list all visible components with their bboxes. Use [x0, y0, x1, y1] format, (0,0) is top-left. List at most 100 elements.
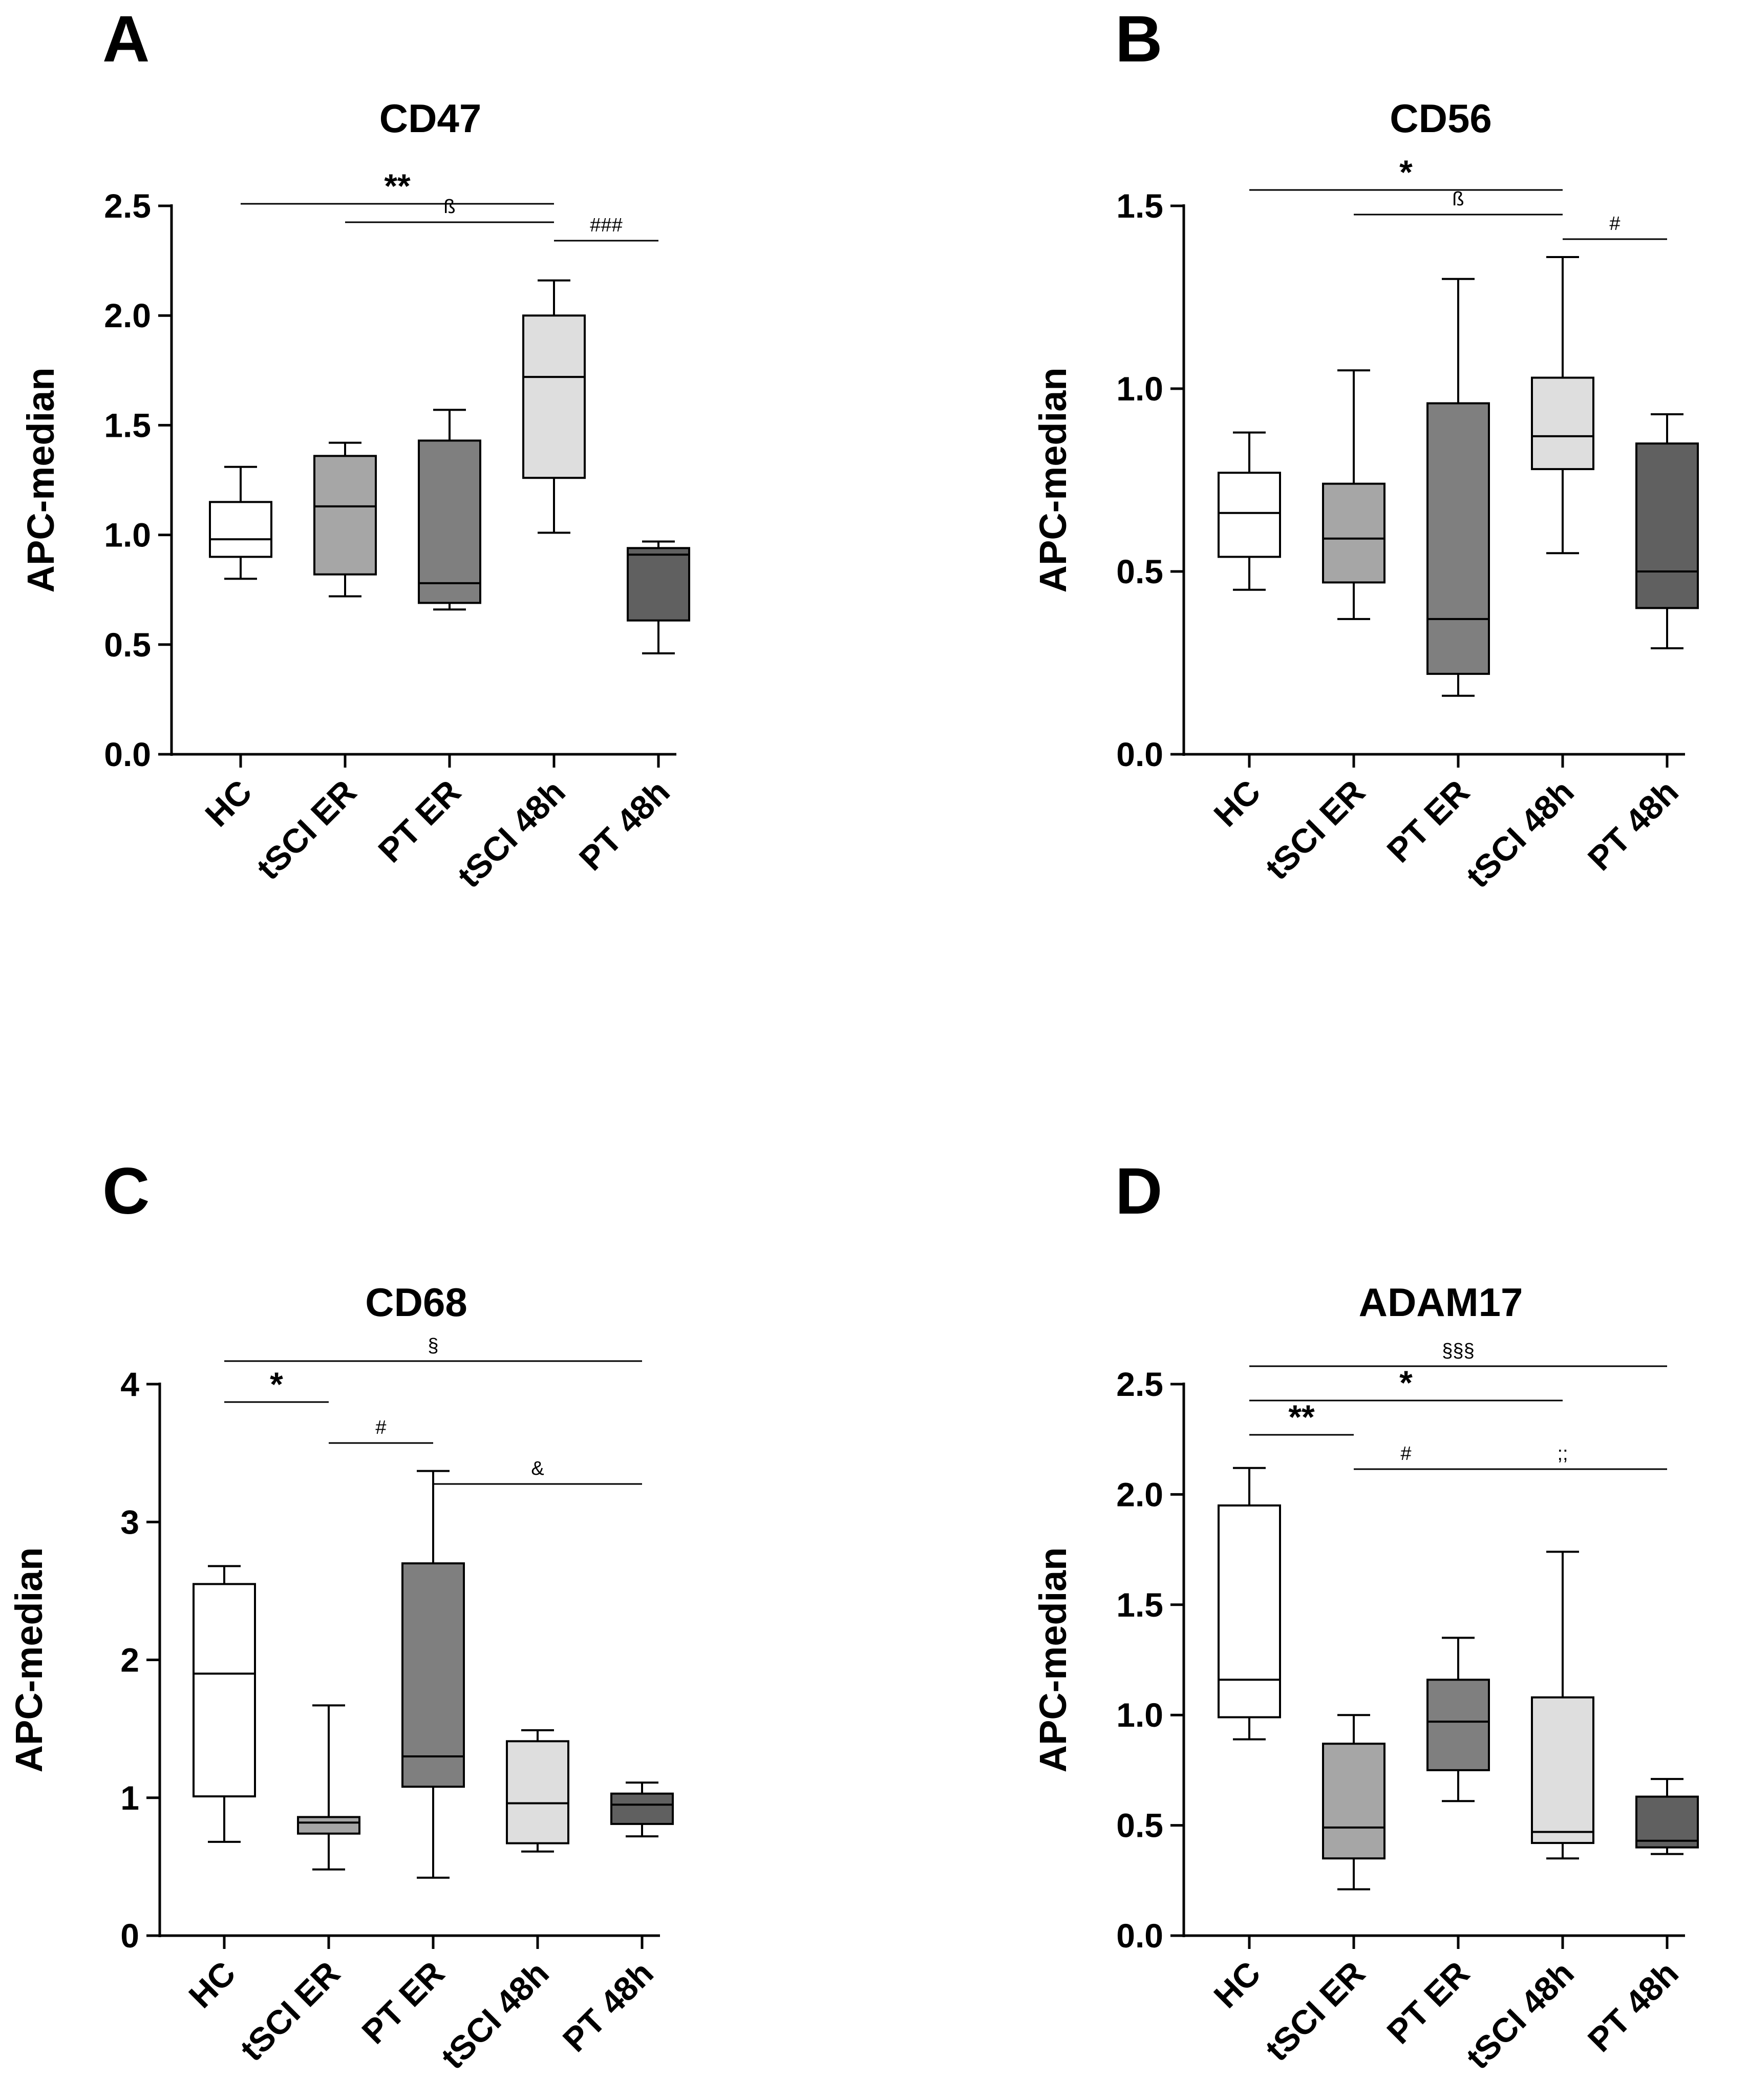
y-tick-label: 0.0: [1116, 1917, 1163, 1955]
significance-label: §§§: [1442, 1340, 1474, 1362]
box-iqr: [1426, 1679, 1490, 1771]
box-iqr: [1635, 1795, 1699, 1849]
significance-label: **: [1288, 1398, 1315, 1436]
box-pt-48h: [1635, 413, 1699, 649]
y-tick-label: 1: [120, 1779, 139, 1817]
box-iqr: [1635, 442, 1699, 609]
box-iqr: [418, 439, 481, 604]
box-iqr: [1322, 482, 1385, 584]
panel-letter: D: [1115, 1155, 1162, 1228]
box-tsci-48h: [1531, 1551, 1594, 1860]
box-tsci-48h: [522, 279, 586, 534]
box-iqr: [209, 501, 272, 558]
y-axis-label: APC-median: [1032, 368, 1074, 593]
x-category-label: HC: [181, 1954, 243, 2016]
y-tick-label: 0.0: [1116, 735, 1163, 773]
y-tick-label: 2.5: [1116, 1365, 1163, 1403]
x-category-label: tSCI 48h: [1459, 1954, 1581, 2076]
box-iqr: [1218, 472, 1281, 558]
x-category-label: tSCI ER: [1257, 773, 1372, 887]
y-tick-label: 0.0: [104, 735, 151, 773]
significance-label: #: [1400, 1443, 1411, 1465]
panel-a: ACD47APC-median0.00.51.01.52.02.5HCtSCI …: [19, 3, 690, 895]
y-tick-label: 2: [120, 1641, 139, 1679]
significance-label: &: [531, 1458, 544, 1479]
y-tick-label: 3: [120, 1503, 139, 1541]
significance-label: ;;: [1557, 1443, 1568, 1465]
box-tsci-48h: [506, 1729, 569, 1853]
y-tick-label: 0.5: [1116, 553, 1163, 590]
y-tick-label: 0.5: [1116, 1807, 1163, 1844]
x-category-label: PT 48h: [556, 1954, 660, 2059]
x-category-label: PT 48h: [572, 773, 677, 878]
y-tick-label: 2.0: [104, 296, 151, 334]
y-tick-label: 1.0: [1116, 370, 1163, 408]
significance-label: ß: [443, 196, 455, 218]
box-pt-er: [1426, 278, 1490, 697]
x-category-label: PT ER: [354, 1954, 452, 2051]
x-category-label: tSCI ER: [249, 773, 363, 887]
significance-label: ß: [1452, 188, 1464, 210]
y-tick-label: 1.5: [104, 406, 151, 444]
x-category-label: tSCI ER: [232, 1954, 347, 2068]
x-category-label: tSCI 48h: [434, 1954, 556, 2076]
box-iqr: [1322, 1743, 1385, 1860]
box-iqr: [1531, 376, 1594, 471]
box-tsci-er: [297, 1704, 360, 1871]
box-pt-48h: [610, 1781, 674, 1838]
panel-letter: A: [102, 3, 150, 76]
box-iqr: [1218, 1504, 1281, 1719]
significance-label: *: [270, 1365, 283, 1403]
y-axis-label: APC-median: [19, 368, 62, 593]
x-category-label: HC: [198, 773, 259, 834]
box-iqr: [522, 314, 586, 479]
panel-letter: C: [102, 1155, 150, 1228]
box-hc: [193, 1565, 256, 1843]
significance-label: ###: [590, 215, 622, 236]
box-hc: [1218, 1467, 1281, 1741]
y-tick-label: 2.0: [1116, 1475, 1163, 1513]
y-tick-label: 0.5: [104, 626, 151, 664]
panel-letter: B: [1115, 3, 1162, 76]
x-category-label: PT ER: [1379, 1954, 1477, 2051]
y-axis-label: APC-median: [1032, 1547, 1074, 1773]
box-pt-48h: [627, 540, 690, 654]
y-tick-label: 1.5: [1116, 1586, 1163, 1624]
box-iqr: [193, 1583, 256, 1798]
box-pt-er: [401, 1470, 465, 1879]
panel-d: DADAM17APC-median0.00.51.01.52.02.5HCtSC…: [1032, 1155, 1699, 2076]
box-iqr: [506, 1740, 569, 1844]
box-iqr: [313, 455, 377, 576]
box-hc: [1218, 431, 1281, 591]
significance-label: #: [1609, 213, 1620, 235]
x-category-label: PT ER: [1379, 773, 1477, 870]
x-category-label: tSCI ER: [1257, 1954, 1372, 2068]
chart-title: ADAM17: [1359, 1280, 1523, 1325]
x-category-label: PT 48h: [1581, 1954, 1686, 2059]
y-tick-label: 1.5: [1116, 187, 1163, 225]
y-tick-label: 4: [120, 1365, 139, 1403]
significance-label: §: [428, 1335, 438, 1356]
x-category-label: PT 48h: [1581, 773, 1686, 878]
box-tsci-er: [1322, 1714, 1385, 1891]
significance-label: #: [375, 1417, 386, 1438]
box-tsci-er: [313, 441, 377, 598]
box-tsci-48h: [1531, 256, 1594, 555]
box-iqr: [401, 1562, 465, 1788]
box-iqr: [610, 1792, 674, 1825]
box-iqr: [627, 547, 690, 622]
significance-label: **: [384, 167, 411, 205]
chart-title: CD47: [379, 96, 481, 141]
box-iqr: [1426, 402, 1490, 675]
significance-label: *: [1399, 153, 1413, 191]
box-tsci-er: [1322, 369, 1385, 620]
y-tick-label: 1.0: [1116, 1696, 1163, 1734]
x-category-label: tSCI 48h: [450, 773, 572, 895]
x-category-label: HC: [1206, 773, 1268, 834]
y-axis-label: APC-median: [8, 1547, 50, 1773]
y-tick-label: 2.5: [104, 187, 151, 225]
box-pt-er: [418, 409, 481, 611]
